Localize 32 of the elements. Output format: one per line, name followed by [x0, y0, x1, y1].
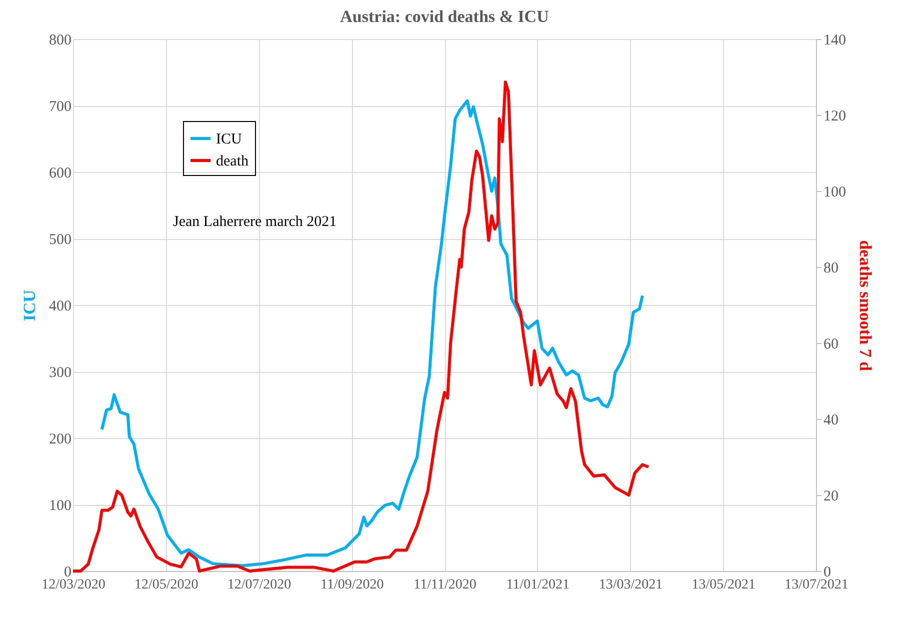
x-tick-label: 13/05/2021 [692, 578, 756, 592]
y-tick-label: 100 [49, 498, 72, 514]
annotation: Jean Laherrere march 2021 [173, 214, 337, 230]
x-tick-label: 12/05/2020 [134, 578, 198, 592]
y2-axis-title: deaths smooth 7 d [856, 240, 875, 372]
y-tick-label: 800 [49, 32, 72, 48]
x-tick-label: 11/01/2021 [506, 578, 570, 592]
y-tick-label: 600 [49, 166, 72, 182]
legend-label: ICU [216, 132, 242, 148]
x-tick-label: 12/03/2020 [42, 578, 106, 592]
y2-tick-label: 0 [824, 564, 831, 580]
chart-title: Austria: covid deaths & ICU [340, 7, 549, 26]
y2-tick-label: 100 [824, 184, 846, 200]
y-tick-label: 200 [49, 432, 72, 448]
x-tick-label: 13/07/2021 [784, 578, 848, 592]
y-tick-label: 0 [64, 564, 72, 580]
legend-label: death [216, 154, 249, 170]
x-tick-label: 13/03/2021 [598, 578, 663, 592]
y2-tick-label: 40 [824, 412, 838, 428]
y2-tick-label: 20 [824, 488, 838, 504]
y-tick-label: 500 [49, 232, 72, 248]
y-tick-label: 400 [49, 298, 72, 314]
y2-tick-label: 80 [824, 260, 838, 276]
y-axis-title: ICU [20, 290, 39, 322]
x-tick-label: 11/11/2020 [414, 578, 476, 592]
y2-tick-label: 140 [824, 32, 846, 48]
y2-tick-label: 60 [824, 336, 838, 352]
y2-tick-label: 120 [824, 108, 846, 124]
x-tick-label: 11/09/2020 [320, 578, 384, 592]
x-tick-label: 12/07/2020 [227, 578, 292, 592]
y-tick-label: 700 [49, 99, 72, 115]
y-tick-label: 300 [49, 365, 72, 381]
